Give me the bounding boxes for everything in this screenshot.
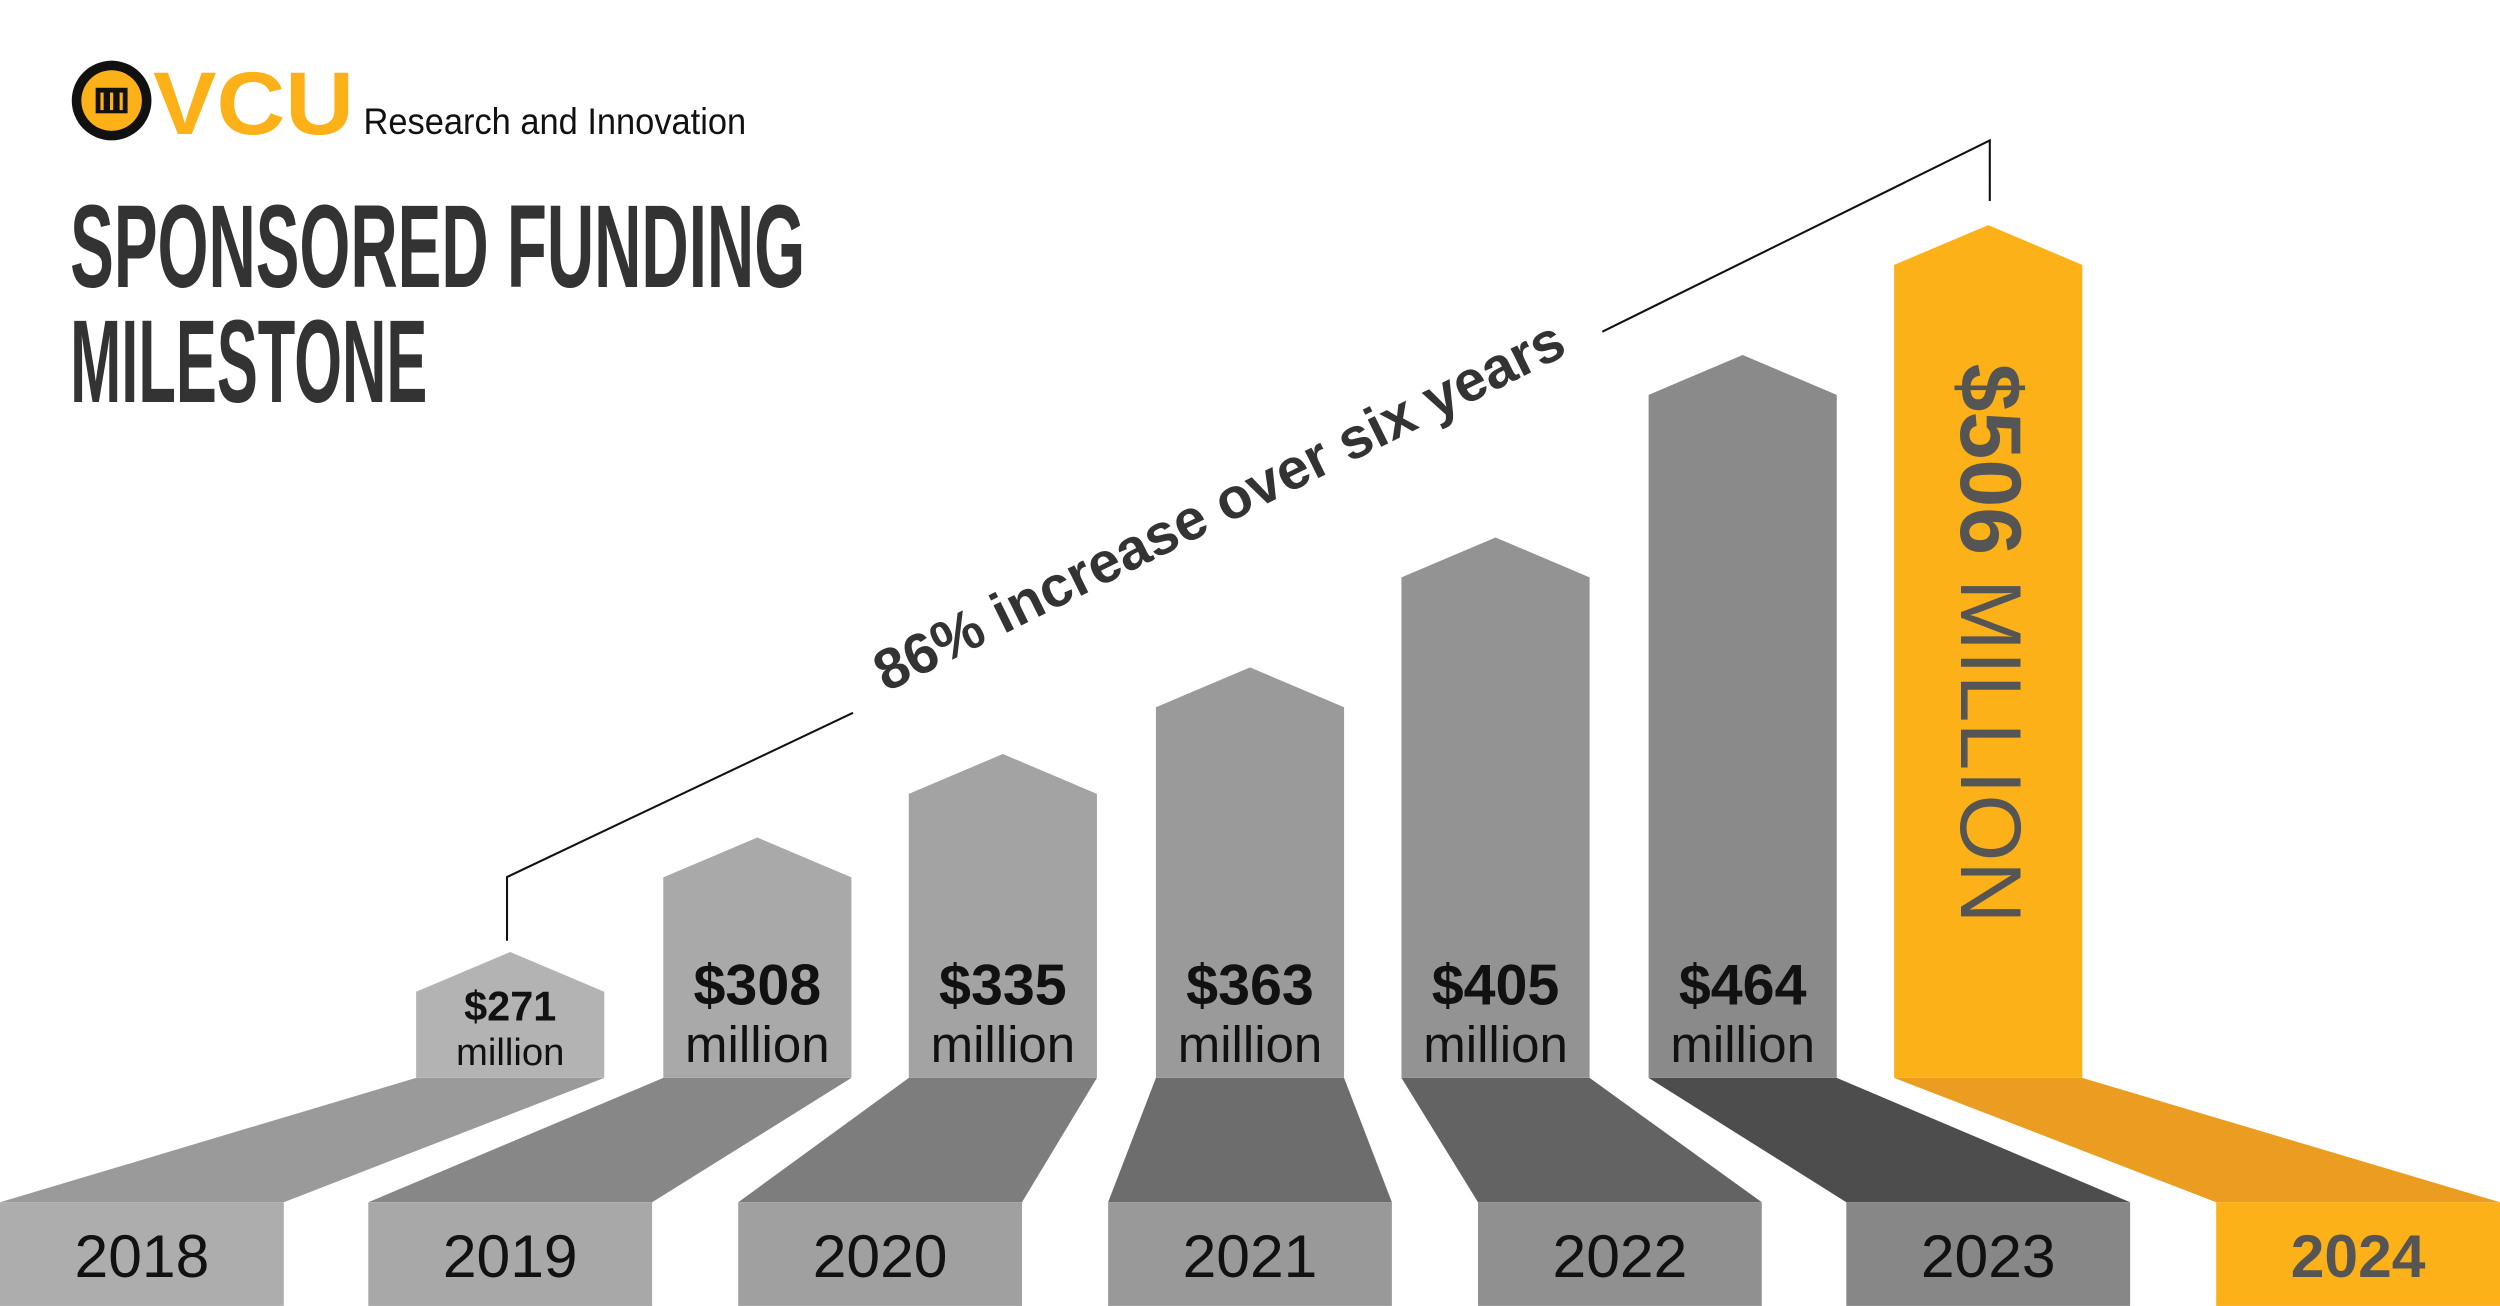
bar-arrow (1648, 354, 1837, 1078)
bar-ribbon (1401, 1077, 1762, 1203)
bar-ribbon (368, 1077, 852, 1203)
value-label: $308 (694, 954, 822, 1018)
unit-label: million (1423, 1016, 1568, 1073)
year-label: 2020 (813, 1222, 948, 1290)
logo-subtitle: Research and Innovation (364, 101, 747, 142)
bar-arrow (1401, 537, 1590, 1078)
unit-label: million (1178, 1016, 1323, 1073)
bar-arrow (416, 951, 605, 1078)
bar-arrow (908, 753, 1097, 1078)
bar-ribbon (0, 1077, 605, 1203)
year-box (1846, 1202, 2131, 1306)
value-unit: MILLION (1942, 555, 2038, 923)
year-label: 2018 (75, 1222, 210, 1290)
value-label: $363 (1186, 954, 1314, 1018)
bar-ribbon (1108, 1077, 1392, 1203)
highlight-value-label: $506 MILLION (1942, 364, 2038, 924)
year-box (0, 1202, 284, 1306)
year-box (1477, 1202, 1762, 1306)
vcu-seal-icon (71, 60, 152, 141)
bar-ribbon (1894, 1077, 2500, 1203)
year-box (368, 1202, 653, 1306)
bar-arrow (1155, 667, 1345, 1078)
page-title-line2: MILESTONE (70, 296, 427, 428)
value-label: $405 (1432, 954, 1560, 1018)
value-amount: $506 (1942, 364, 2038, 555)
bar-ribbon (1648, 1077, 2131, 1203)
vcu-logo: VCU Research and Innovation (71, 53, 747, 153)
bar-arrow (1894, 225, 2083, 1078)
bar-arrow (663, 837, 852, 1078)
bar-group: 2018$271million2019$308million2020$335mi… (0, 225, 2500, 1306)
year-label: 2024 (2291, 1222, 2426, 1290)
year-label: 2023 (1921, 1222, 2056, 1290)
bar-ribbon (738, 1077, 1097, 1203)
unit-label: million (931, 1016, 1076, 1073)
year-box (738, 1202, 1023, 1306)
value-label: $335 (939, 954, 1067, 1018)
page-title-line1: SPONSORED FUNDING (70, 181, 805, 313)
year-label: 2022 (1553, 1222, 1688, 1290)
year-label: 2021 (1183, 1222, 1318, 1290)
unit-label: million (1670, 1016, 1815, 1073)
year-box (1108, 1202, 1392, 1306)
value-label: $464 (1679, 954, 1807, 1018)
increase-bracket (505, 138, 1991, 941)
value-label: $271 (464, 983, 556, 1030)
vcu-wordmark: VCU (153, 53, 354, 153)
unit-label: million (456, 1031, 564, 1074)
year-label: 2019 (443, 1222, 578, 1290)
unit-label: million (685, 1016, 830, 1073)
year-box (2216, 1202, 2500, 1306)
